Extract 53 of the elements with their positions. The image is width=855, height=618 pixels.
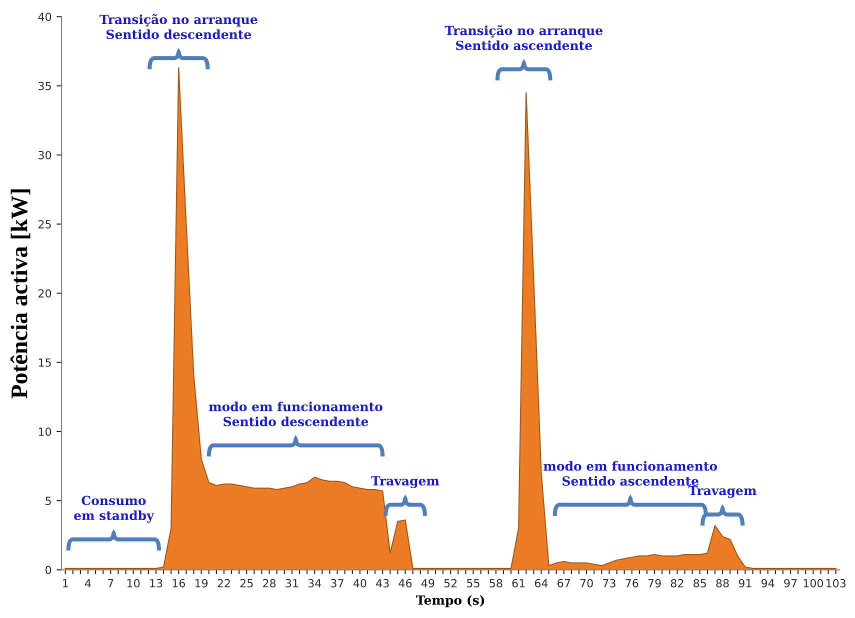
x-tick-label: 100 — [804, 579, 824, 588]
x-axis-title: Tempo (s) — [416, 595, 484, 608]
x-tick-label: 19 — [195, 579, 208, 588]
x-tick-label: 16 — [172, 579, 186, 588]
x-tick-label: 46 — [398, 579, 412, 588]
annotation: Transição no arranque Sentido descendente — [100, 14, 258, 40]
x-tick-label: 52 — [444, 579, 457, 588]
annotation: modo em funcionamento Sentido descendente — [208, 402, 382, 426]
x-tick-label: 70 — [580, 579, 593, 588]
x-tick-label: 31 — [286, 579, 298, 588]
x-tick-label: 94 — [761, 579, 774, 588]
x-tick-label: 13 — [150, 579, 162, 588]
x-tick-label: 67 — [558, 579, 570, 588]
x-tick-label: 64 — [534, 579, 548, 588]
x-tick-label: 58 — [490, 579, 502, 588]
y-tick-label: 35 — [38, 82, 51, 90]
x-tick-label: 37 — [331, 579, 344, 588]
annotation: Consumo em standby — [74, 496, 154, 523]
y-tick-label: 5 — [46, 496, 51, 506]
y-tick-label: 15 — [38, 358, 51, 367]
y-axis-title: Potência activa [kW] — [10, 189, 30, 398]
x-tick-label: 91 — [738, 579, 752, 588]
annotation: Travagem — [688, 486, 756, 498]
x-tick-label: 85 — [694, 579, 706, 588]
x-tick-label: 10 — [127, 579, 140, 588]
x-tick-label: 22 — [218, 579, 230, 588]
x-tick-label: 4 — [85, 579, 91, 588]
annotation: modo em funcionamento Sentido ascendente — [544, 461, 718, 486]
x-tick-label: 88 — [716, 579, 729, 588]
x-tick-label: 49 — [421, 579, 434, 588]
x-tick-label: 61 — [512, 579, 525, 588]
y-tick-label: 10 — [38, 427, 52, 436]
y-tick-label: 0 — [46, 566, 52, 574]
annotation: Transição no arranque Sentido ascendente — [444, 25, 602, 50]
x-tick-label: 73 — [603, 579, 616, 588]
x-tick-label: 103 — [826, 579, 846, 588]
x-tick-label: 40 — [353, 579, 366, 588]
x-tick-label: 97 — [784, 579, 797, 588]
x-tick-label: 25 — [240, 579, 253, 588]
x-tick-label: 28 — [263, 579, 276, 588]
x-tick-label: 43 — [376, 579, 389, 588]
x-tick-label: 55 — [467, 579, 480, 588]
x-tick-label: 7 — [108, 579, 114, 588]
x-tick-label: 1 — [63, 579, 68, 588]
x-tick-label: 79 — [648, 579, 661, 588]
y-tick-label: 20 — [38, 289, 52, 298]
y-tick-label: 30 — [38, 150, 52, 160]
x-tick-label: 76 — [626, 579, 638, 588]
y-tick-label: 40 — [38, 12, 52, 22]
x-tick-label: 82 — [670, 579, 684, 588]
y-tick-label: 25 — [38, 220, 51, 228]
x-tick-label: 34 — [308, 579, 322, 588]
annotation: Travagem — [371, 476, 440, 488]
